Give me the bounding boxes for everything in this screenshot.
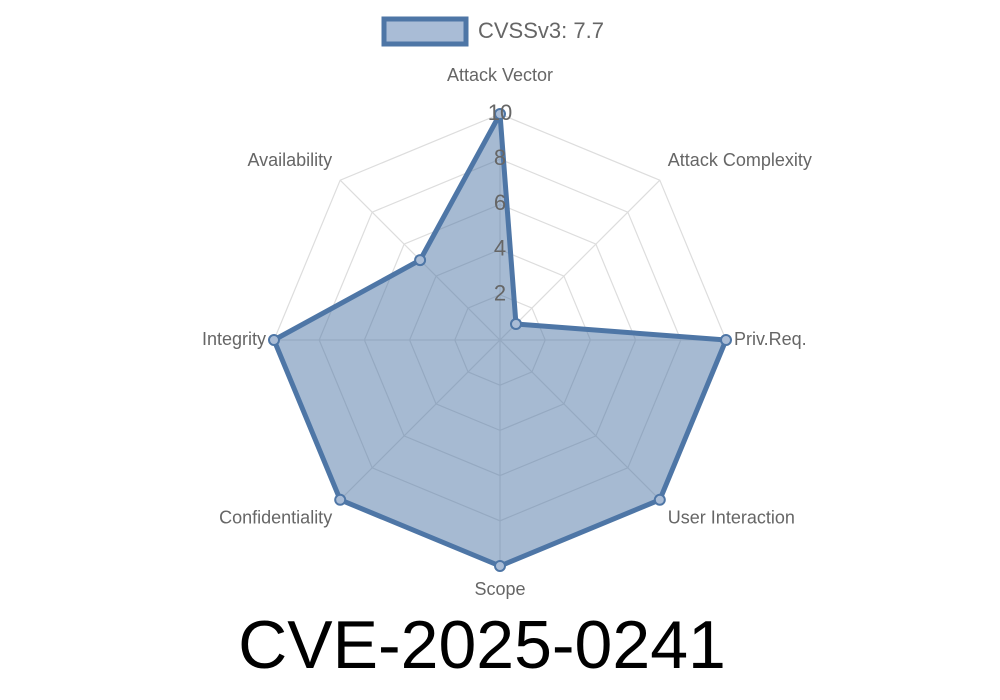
r-tick-label: 6 [494, 190, 506, 215]
radar-point [414, 254, 427, 267]
axis-label: Attack Vector [447, 65, 553, 85]
axis-label: Availability [247, 150, 332, 170]
radar-point [494, 108, 506, 120]
axis-label: Integrity [202, 329, 266, 349]
r-tick-label: 2 [494, 281, 506, 306]
axis-label: Scope [474, 579, 525, 599]
legend-label: CVSSv3: 7.7 [478, 18, 604, 43]
radar-point [653, 493, 666, 506]
axis-label: User Interaction [668, 508, 795, 528]
grid-spoke [499, 179, 661, 341]
radar-point [720, 334, 732, 346]
chart-title: CVE-2025-0241 [238, 607, 726, 683]
axis-label: Confidentiality [219, 508, 332, 528]
radar-point [334, 493, 347, 506]
legend-swatch [381, 16, 469, 47]
axis-label: Priv.Req. [734, 329, 807, 349]
r-tick-label: 4 [494, 235, 506, 260]
radar-point [268, 334, 280, 346]
radar-point [494, 560, 506, 572]
r-tick-label: 8 [494, 145, 506, 170]
axis-label: Attack Complexity [668, 150, 812, 170]
radar-point [509, 318, 522, 331]
r-tick-label: 10 [488, 100, 512, 125]
